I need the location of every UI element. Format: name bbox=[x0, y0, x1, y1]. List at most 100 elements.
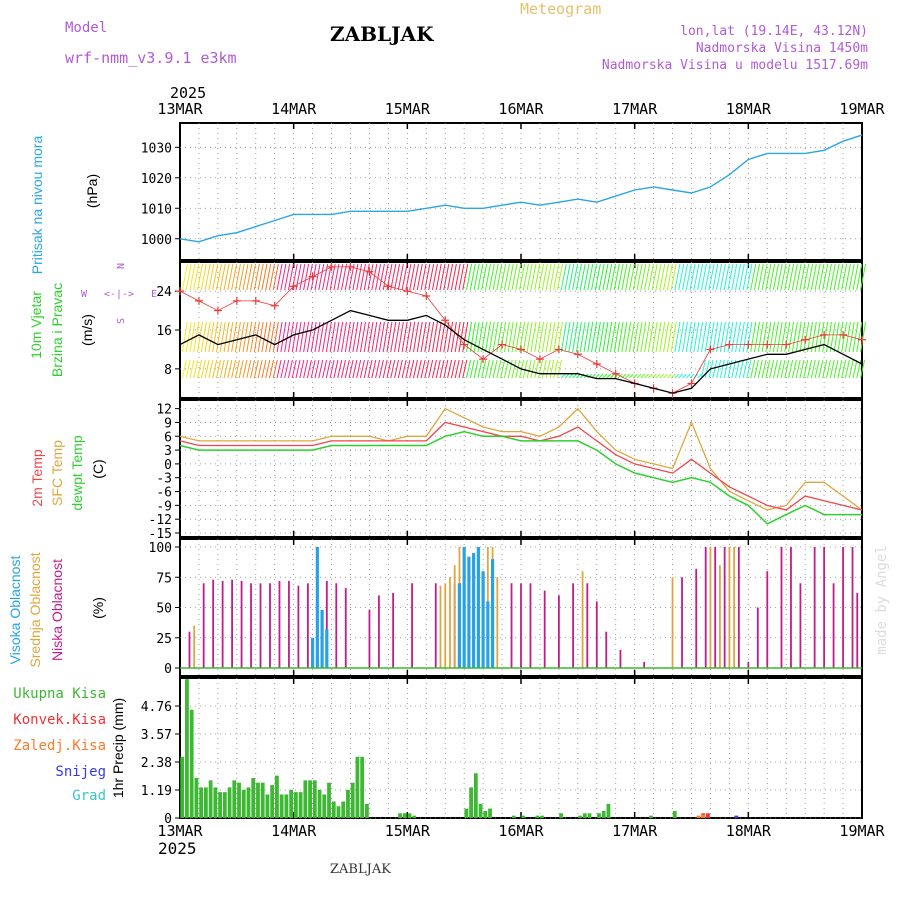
precip-bar bbox=[260, 782, 265, 818]
cloud-bar bbox=[719, 565, 721, 668]
wind-barb bbox=[852, 321, 859, 353]
wind-barb bbox=[325, 263, 332, 291]
wind-barb bbox=[250, 321, 257, 353]
wind-barb bbox=[367, 359, 373, 379]
wind-barb bbox=[682, 321, 688, 353]
wind-barb bbox=[375, 359, 381, 379]
wind-barb bbox=[776, 321, 783, 353]
dewpoint-line bbox=[179, 430, 862, 525]
precip-bar bbox=[511, 815, 516, 818]
wind-barb bbox=[670, 321, 677, 353]
wind-barb bbox=[291, 359, 297, 379]
wind-barb bbox=[674, 263, 681, 291]
y-tick-label: 1030 bbox=[141, 141, 172, 156]
x-label-bottom: 14MAR bbox=[271, 822, 317, 840]
precip-bar bbox=[521, 815, 526, 818]
cloud-bar bbox=[325, 580, 328, 668]
wind-barb bbox=[261, 321, 268, 353]
wind-barb bbox=[791, 321, 798, 353]
wind-barb bbox=[784, 359, 790, 379]
temp-2m-label: 2m Temp bbox=[29, 449, 45, 507]
wind-barb bbox=[625, 373, 631, 379]
precip-bar bbox=[706, 813, 710, 818]
precip-bar bbox=[185, 679, 189, 818]
wind-barb bbox=[697, 321, 704, 353]
precip-bar bbox=[483, 810, 488, 818]
temp-unit: (C) bbox=[90, 459, 106, 478]
cloud-bar bbox=[288, 580, 290, 668]
wind-barb bbox=[488, 263, 495, 291]
precip-bar bbox=[649, 815, 653, 818]
cloud-bar bbox=[368, 609, 371, 668]
wind-barb bbox=[568, 373, 574, 379]
wind-barb bbox=[761, 359, 767, 379]
x-label-bottom: 15MAR bbox=[385, 822, 431, 840]
wind-barb bbox=[822, 321, 829, 353]
precip-bar bbox=[327, 782, 331, 818]
wind-barb bbox=[344, 263, 351, 291]
precip-bar bbox=[398, 813, 402, 818]
wind-barb bbox=[719, 263, 726, 291]
wind-barb bbox=[610, 263, 617, 291]
wind-barb bbox=[674, 321, 681, 353]
wind-barb bbox=[359, 263, 366, 291]
wind-barb bbox=[860, 359, 866, 379]
precip-bar bbox=[469, 787, 473, 818]
wind-barb bbox=[754, 359, 759, 379]
wind-barb bbox=[416, 263, 423, 291]
x-label-top: 18MAR bbox=[726, 100, 772, 118]
wind-barb bbox=[386, 321, 393, 353]
wind-barb bbox=[394, 263, 401, 291]
wind-barb bbox=[329, 263, 336, 291]
cloud-bar bbox=[467, 556, 471, 668]
wind-barb bbox=[265, 359, 271, 379]
wind-barb bbox=[852, 263, 859, 291]
precip-bar bbox=[696, 815, 701, 818]
wind-barb bbox=[663, 263, 670, 291]
model-label: Model bbox=[65, 20, 108, 36]
wind-barb bbox=[784, 263, 791, 291]
wind-barb bbox=[329, 321, 336, 353]
year-top: 2025 bbox=[170, 84, 207, 102]
wind-barb bbox=[488, 321, 495, 353]
wind-barb bbox=[428, 263, 435, 291]
y-tick-label: 75 bbox=[156, 571, 172, 586]
wind-barb bbox=[526, 263, 533, 291]
cloud-bar bbox=[605, 631, 608, 668]
wind-barb bbox=[822, 359, 828, 379]
wind-barb bbox=[655, 321, 662, 353]
wind-barb bbox=[700, 359, 706, 379]
model-altitude-label: Nadmorska Visina u modelu 1517.69m bbox=[601, 58, 868, 73]
wind-barb bbox=[564, 373, 570, 379]
y-tick-label: 1020 bbox=[141, 172, 172, 187]
cloud-bar bbox=[311, 637, 315, 668]
temp-dew-label: dewpt Temp bbox=[69, 435, 85, 510]
wind-barb bbox=[488, 359, 494, 379]
footer-station: ZABLJAK bbox=[330, 862, 391, 877]
x-label-top: 14MAR bbox=[271, 100, 317, 118]
wind-barb bbox=[306, 359, 312, 379]
wind-barb bbox=[564, 263, 571, 291]
wind-barb bbox=[799, 263, 806, 291]
cloud-bar bbox=[269, 583, 271, 668]
precip-bar bbox=[317, 789, 322, 818]
wind-barb bbox=[807, 321, 814, 353]
wind-barb bbox=[647, 321, 654, 353]
wind-barb bbox=[625, 321, 632, 353]
wind-barb bbox=[583, 321, 590, 353]
wind-barb bbox=[197, 359, 203, 379]
wind-barb bbox=[716, 321, 723, 353]
wind-barb bbox=[469, 263, 476, 291]
cloud-bar bbox=[297, 585, 300, 668]
legend-snow: Snijeg bbox=[55, 764, 106, 780]
cloud-bar bbox=[619, 649, 622, 668]
wind-barb bbox=[450, 359, 456, 379]
y-tick-label: -15 bbox=[149, 527, 172, 542]
wind-barb bbox=[837, 263, 844, 291]
wind-barb bbox=[447, 321, 454, 353]
wind-barb bbox=[568, 263, 575, 291]
wind-barb bbox=[208, 359, 214, 379]
cloud-bar bbox=[486, 601, 490, 668]
wind-barb bbox=[458, 359, 464, 379]
wind-barb bbox=[587, 373, 593, 379]
